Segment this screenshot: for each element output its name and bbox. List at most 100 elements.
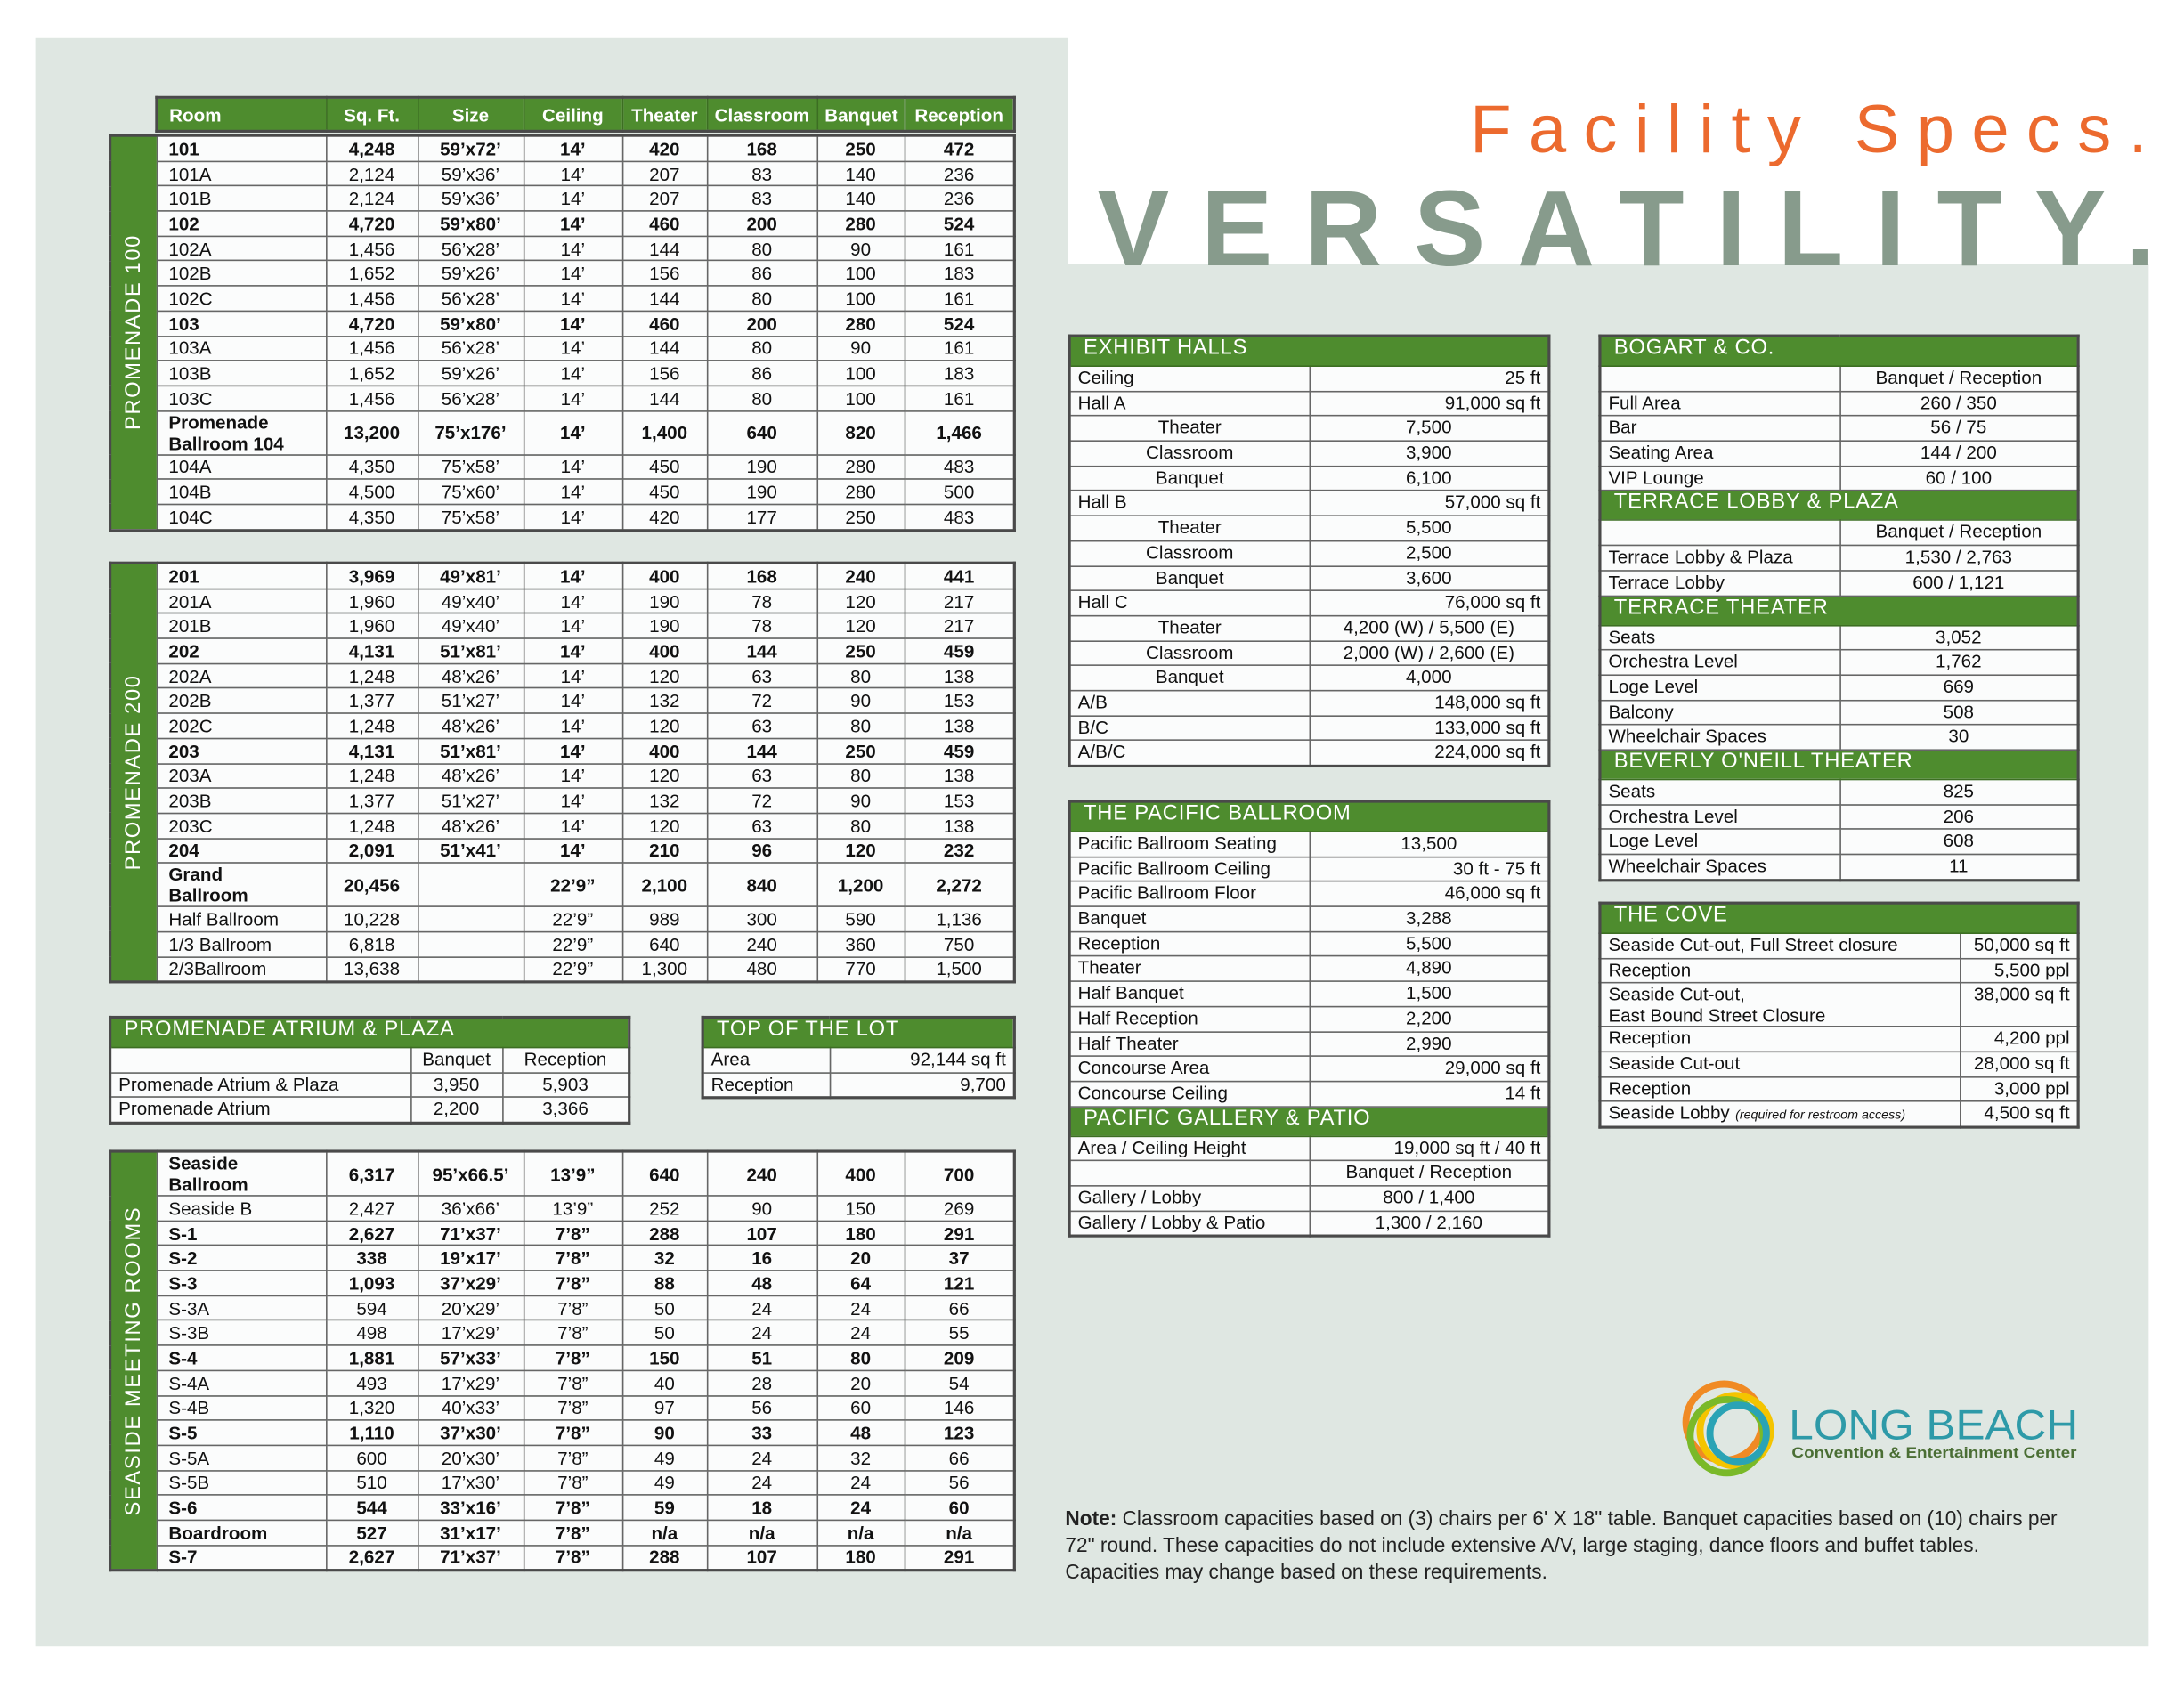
table-cell: 100 bbox=[816, 385, 905, 411]
table-cell: 450 bbox=[621, 478, 708, 506]
title-row: BEVERLY O'NEILL THEATER bbox=[1599, 749, 2079, 781]
table-row: 103 4,720 59’x80’ 14’ 460 200 280 524 bbox=[110, 310, 1016, 337]
label-cell: Terrace Lobby & Plaza bbox=[1599, 544, 1841, 572]
table-row: 203A 1,248 48’x26’ 14’ 120 63 80 138 bbox=[110, 762, 1016, 790]
label-cell: VIP Lounge bbox=[1599, 465, 1841, 492]
room-name: S-4 bbox=[156, 1344, 327, 1371]
table-cell: 2,124 bbox=[325, 160, 418, 187]
table-cell: 14’ bbox=[523, 260, 623, 287]
table-row: SEASIDE MEETING ROOMS Seaside Ballroom 6,3… bbox=[109, 1150, 1016, 1571]
data-table: TOP OF THE LOT Area 92,144 sq ft Reception 9… bbox=[701, 1015, 1016, 1100]
table-cell: 56’x28’ bbox=[417, 235, 524, 262]
value-cell: 11 bbox=[1839, 853, 2079, 881]
table-row: 103C 1,456 56’x28’ 14’ 144 80 100 161 bbox=[110, 385, 1016, 411]
table-cell: 1,456 bbox=[325, 235, 418, 262]
box-title: EXHIBIT HALLS bbox=[1068, 335, 1550, 367]
data-table: THE COVE Seaside Cut-out, Full Street clo… bbox=[1598, 901, 2080, 1130]
column-header: Banquet bbox=[816, 96, 905, 133]
table-cell: 16 bbox=[706, 1245, 818, 1271]
data-table: PROMENADE 200 201 3,969 49’x81’ 14’ 400 168 240… bbox=[109, 561, 1016, 984]
label-cell: Ceiling bbox=[1068, 365, 1311, 393]
table-cell: 527 bbox=[325, 1519, 418, 1547]
table-cell: 7’8” bbox=[523, 1320, 623, 1346]
table-row: Banquet 3,288 bbox=[1068, 905, 1550, 933]
table-cell: 207 bbox=[621, 160, 708, 187]
table-cell: 7’8” bbox=[523, 1245, 623, 1271]
table-cell: 269 bbox=[903, 1195, 1016, 1222]
value-cell: 3,900 bbox=[1308, 440, 1550, 467]
table-row: Terrace Lobby & Plaza 1,530 / 2,763 bbox=[1599, 544, 2079, 572]
table-cell: 138 bbox=[903, 762, 1016, 790]
label-cell: Reception bbox=[1068, 930, 1311, 958]
table-cell: 40 bbox=[621, 1369, 708, 1396]
table-row: 202 4,131 51’x81’ 14’ 400 144 250 459 bbox=[110, 637, 1016, 664]
table-cell: 36’x66’ bbox=[417, 1195, 524, 1222]
section-label: PROMENADE 200 bbox=[121, 674, 146, 871]
label-cell: Loge Level bbox=[1599, 828, 1841, 856]
column-header: Banquet / Reception bbox=[1839, 365, 2079, 393]
value-cell: 260 / 350 bbox=[1839, 390, 2079, 418]
table-cell: 4,350 bbox=[325, 503, 418, 532]
table-row: Reception 9,700 bbox=[702, 1071, 1016, 1100]
table-cell: 90 bbox=[621, 1419, 708, 1447]
table-cell: 1,652 bbox=[325, 260, 418, 287]
table-cell: 72 bbox=[706, 687, 818, 714]
table-cell: 1,248 bbox=[325, 662, 418, 689]
table-row: Grand Ballroom 20,456 22’9” 2,100 840 1,200 2,… bbox=[110, 862, 1016, 908]
table-body: PROMENADE 200 201 3,969 49’x81’ 14’ 400 168 240… bbox=[109, 562, 1016, 984]
table-cell: 590 bbox=[816, 905, 905, 933]
label-cell: Hall C bbox=[1068, 589, 1311, 617]
data-table: EXHIBIT HALLS Ceiling 25 ft Hall A 91,000 sq… bbox=[1068, 334, 1551, 768]
logo-name: LONG BEACH bbox=[1789, 1401, 2078, 1449]
table-cell: 24 bbox=[706, 1444, 818, 1472]
room-name: 103A bbox=[156, 335, 327, 361]
table-cell: 1,377 bbox=[325, 787, 418, 815]
value-cell: 9,700 bbox=[828, 1071, 1016, 1100]
label-cell: Seating Area bbox=[1599, 440, 1841, 467]
table-cell: 138 bbox=[903, 662, 1016, 689]
value-cell: 3,288 bbox=[1308, 905, 1550, 933]
table-cell: 420 bbox=[621, 503, 708, 532]
table-cell: 460 bbox=[621, 310, 708, 337]
table-cell: 83 bbox=[706, 160, 818, 187]
room-name: 201B bbox=[156, 613, 327, 639]
value-cell: 669 bbox=[1839, 674, 2079, 701]
table-cell: 59’x26’ bbox=[417, 360, 524, 386]
table-cell: 18 bbox=[706, 1494, 818, 1522]
table-cell: 2,272 bbox=[903, 862, 1016, 908]
table-cell: 4,720 bbox=[325, 310, 418, 337]
table-row: Reception 5,500 ppl bbox=[1599, 957, 2079, 985]
room-name: 203A bbox=[156, 762, 327, 790]
table-row: Orchestra Level 1,762 bbox=[1599, 649, 2079, 676]
value-cell: 608 bbox=[1839, 828, 2079, 856]
table-row: Classroom 3,900 bbox=[1068, 440, 1550, 467]
label-cell: Hall A bbox=[1068, 390, 1311, 418]
table-cell: 232 bbox=[903, 837, 1016, 865]
table-row: 103A 1,456 56’x28’ 14’ 144 80 90 161 bbox=[110, 335, 1016, 361]
table-row: Promenade Atrium & Plaza 3,950 5,903 bbox=[109, 1071, 630, 1099]
table-cell: 250 bbox=[816, 737, 905, 765]
table-cell: 90 bbox=[816, 235, 905, 262]
table-body: EXHIBIT HALLS Ceiling 25 ft Hall A 91,000 sq… bbox=[1068, 335, 1550, 767]
room-name: 102B bbox=[156, 260, 327, 287]
table-row: 203 4,131 51’x81’ 14’ 400 144 250 459 bbox=[110, 737, 1016, 765]
table-cell: 190 bbox=[706, 478, 818, 506]
room-name: 203B bbox=[156, 787, 327, 815]
table-cell: 153 bbox=[903, 787, 1016, 815]
data-table: PROMENADE 100 101 4,248 59’x72’ 14’ 420 168 250… bbox=[109, 134, 1016, 532]
label-cell: Half Reception bbox=[1068, 1005, 1311, 1033]
table-cell: 24 bbox=[706, 1295, 818, 1321]
table-row: Seating Area 144 / 200 bbox=[1599, 440, 2079, 467]
table-row: Loge Level 608 bbox=[1599, 828, 2079, 856]
table-cell: 13’9” bbox=[523, 1195, 623, 1222]
table-cell: 600 bbox=[325, 1444, 418, 1472]
value-cell: 4,890 bbox=[1308, 955, 1550, 983]
table-cell: 75’x58’ bbox=[417, 503, 524, 532]
table-cell: 640 bbox=[706, 410, 818, 456]
room-name: S-5 bbox=[156, 1419, 327, 1447]
table-cell: 1,200 bbox=[816, 862, 905, 908]
table-cell: 37 bbox=[903, 1245, 1016, 1271]
table-row: Hall A 91,000 sq ft bbox=[1068, 390, 1550, 418]
table-cell: 1,110 bbox=[325, 1419, 418, 1447]
table-cell: 989 bbox=[621, 905, 708, 933]
